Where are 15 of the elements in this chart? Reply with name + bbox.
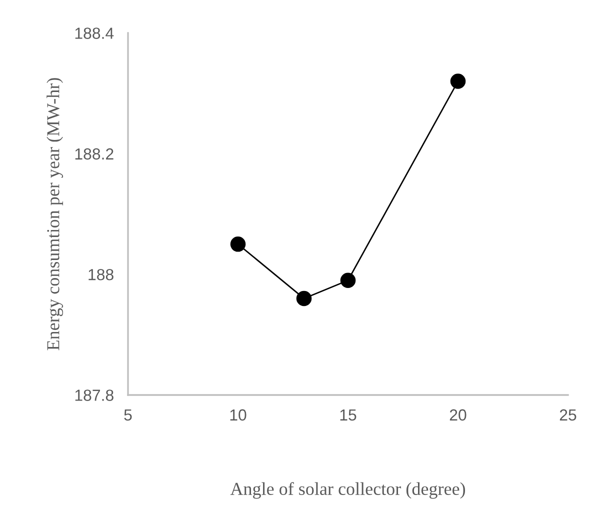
y-tick-label: 188 xyxy=(88,268,114,280)
x-tick-label: 15 xyxy=(340,409,356,421)
y-tick-label: 188.4 xyxy=(75,28,114,39)
y-tick-label: 187.8 xyxy=(75,390,114,401)
x-tick-label: 10 xyxy=(230,409,246,421)
point xyxy=(296,290,312,306)
x-axis-title: Angle of solar collector (degree) xyxy=(230,482,466,499)
x-tick-label: 20 xyxy=(450,409,466,421)
y-tick-label: 188.2 xyxy=(75,148,114,160)
point xyxy=(340,272,356,288)
point xyxy=(450,74,466,89)
point xyxy=(230,236,246,252)
x-tick-label: 5 xyxy=(124,409,132,421)
y-axis-title: Energy consumtion per year (MW-hr) xyxy=(46,78,64,350)
x-tick-label: 25 xyxy=(560,409,576,421)
